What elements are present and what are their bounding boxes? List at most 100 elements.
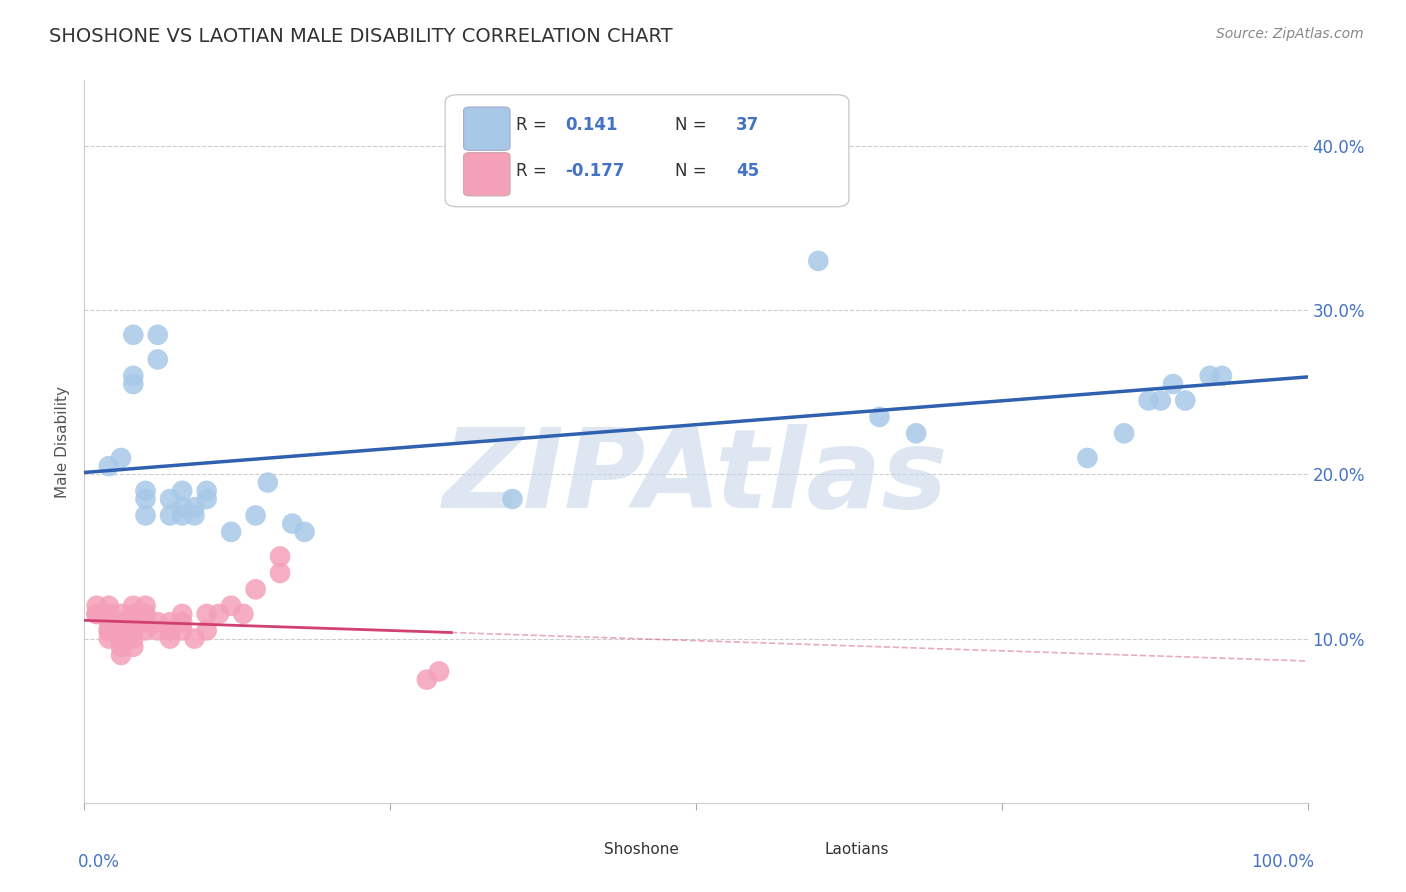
Point	[1198, 368, 1220, 383]
Point	[135, 599, 157, 613]
Point	[183, 500, 205, 515]
Point	[172, 624, 194, 638]
Point	[110, 648, 132, 662]
Point	[586, 171, 609, 186]
Point	[245, 508, 267, 523]
Point	[869, 409, 891, 424]
Point	[1114, 426, 1136, 441]
Point	[146, 352, 169, 367]
Point	[97, 624, 120, 638]
Point	[110, 624, 132, 638]
Point	[807, 253, 830, 268]
Point	[146, 624, 169, 638]
Point	[97, 459, 120, 474]
Point	[159, 508, 181, 523]
Point	[269, 549, 291, 564]
Point	[86, 599, 108, 613]
FancyBboxPatch shape	[464, 153, 510, 196]
Text: SHOSHONE VS LAOTIAN MALE DISABILITY CORRELATION CHART: SHOSHONE VS LAOTIAN MALE DISABILITY CORR…	[49, 27, 673, 45]
Point	[97, 599, 120, 613]
Point	[219, 524, 242, 539]
Point	[110, 607, 132, 621]
Point	[135, 624, 157, 638]
Text: 100.0%: 100.0%	[1251, 854, 1313, 871]
Point	[97, 632, 120, 646]
Point	[122, 615, 145, 630]
Point	[269, 566, 291, 580]
Point	[172, 500, 194, 515]
Point	[146, 615, 169, 630]
Text: 0.0%: 0.0%	[79, 854, 120, 871]
Point	[219, 599, 242, 613]
Point	[1150, 393, 1173, 408]
Point	[135, 491, 157, 506]
Point	[172, 607, 194, 621]
Point	[97, 615, 120, 630]
Point	[183, 632, 205, 646]
Point	[97, 624, 120, 638]
Text: 0.141: 0.141	[565, 116, 617, 134]
Point	[135, 483, 157, 498]
Point	[257, 475, 280, 490]
Point	[135, 508, 157, 523]
Point	[1161, 377, 1184, 392]
Point	[110, 615, 132, 630]
Point	[86, 607, 108, 621]
Point	[110, 450, 132, 465]
Point	[135, 615, 157, 630]
Point	[183, 508, 205, 523]
FancyBboxPatch shape	[446, 95, 849, 207]
Point	[1076, 450, 1098, 465]
Text: N =: N =	[675, 161, 707, 179]
Point	[195, 607, 218, 621]
Point	[1137, 393, 1160, 408]
Point	[122, 607, 145, 621]
Point	[172, 508, 194, 523]
Point	[135, 607, 157, 621]
FancyBboxPatch shape	[551, 833, 596, 866]
Point	[159, 632, 181, 646]
Point	[122, 632, 145, 646]
Point	[245, 582, 267, 597]
Point	[172, 615, 194, 630]
Text: Source: ZipAtlas.com: Source: ZipAtlas.com	[1216, 27, 1364, 41]
Point	[232, 607, 254, 621]
FancyBboxPatch shape	[464, 107, 510, 151]
Point	[159, 624, 181, 638]
Point	[122, 377, 145, 392]
FancyBboxPatch shape	[772, 833, 815, 866]
Text: R =: R =	[516, 161, 547, 179]
Text: ZIPAtlas: ZIPAtlas	[443, 425, 949, 531]
Point	[110, 640, 132, 654]
Point	[122, 599, 145, 613]
Point	[281, 516, 304, 531]
Point	[159, 491, 181, 506]
Point	[122, 368, 145, 383]
Point	[294, 524, 316, 539]
Y-axis label: Male Disability: Male Disability	[55, 385, 70, 498]
Point	[195, 624, 218, 638]
Point	[146, 327, 169, 342]
Point	[110, 624, 132, 638]
Point	[110, 632, 132, 646]
Point	[1174, 393, 1197, 408]
Point	[122, 624, 145, 638]
Point	[502, 491, 524, 506]
Point	[1211, 368, 1233, 383]
Text: R =: R =	[516, 116, 547, 134]
Point	[122, 327, 145, 342]
Point	[172, 483, 194, 498]
Point	[86, 607, 108, 621]
Point	[208, 607, 231, 621]
Text: N =: N =	[675, 116, 707, 134]
Text: Laotians: Laotians	[824, 842, 889, 857]
Point	[416, 673, 439, 687]
Point	[195, 483, 218, 498]
Text: 45: 45	[737, 161, 759, 179]
Point	[195, 491, 218, 506]
Text: -0.177: -0.177	[565, 161, 624, 179]
Point	[159, 615, 181, 630]
Point	[122, 640, 145, 654]
Point	[905, 426, 928, 441]
Point	[97, 607, 120, 621]
